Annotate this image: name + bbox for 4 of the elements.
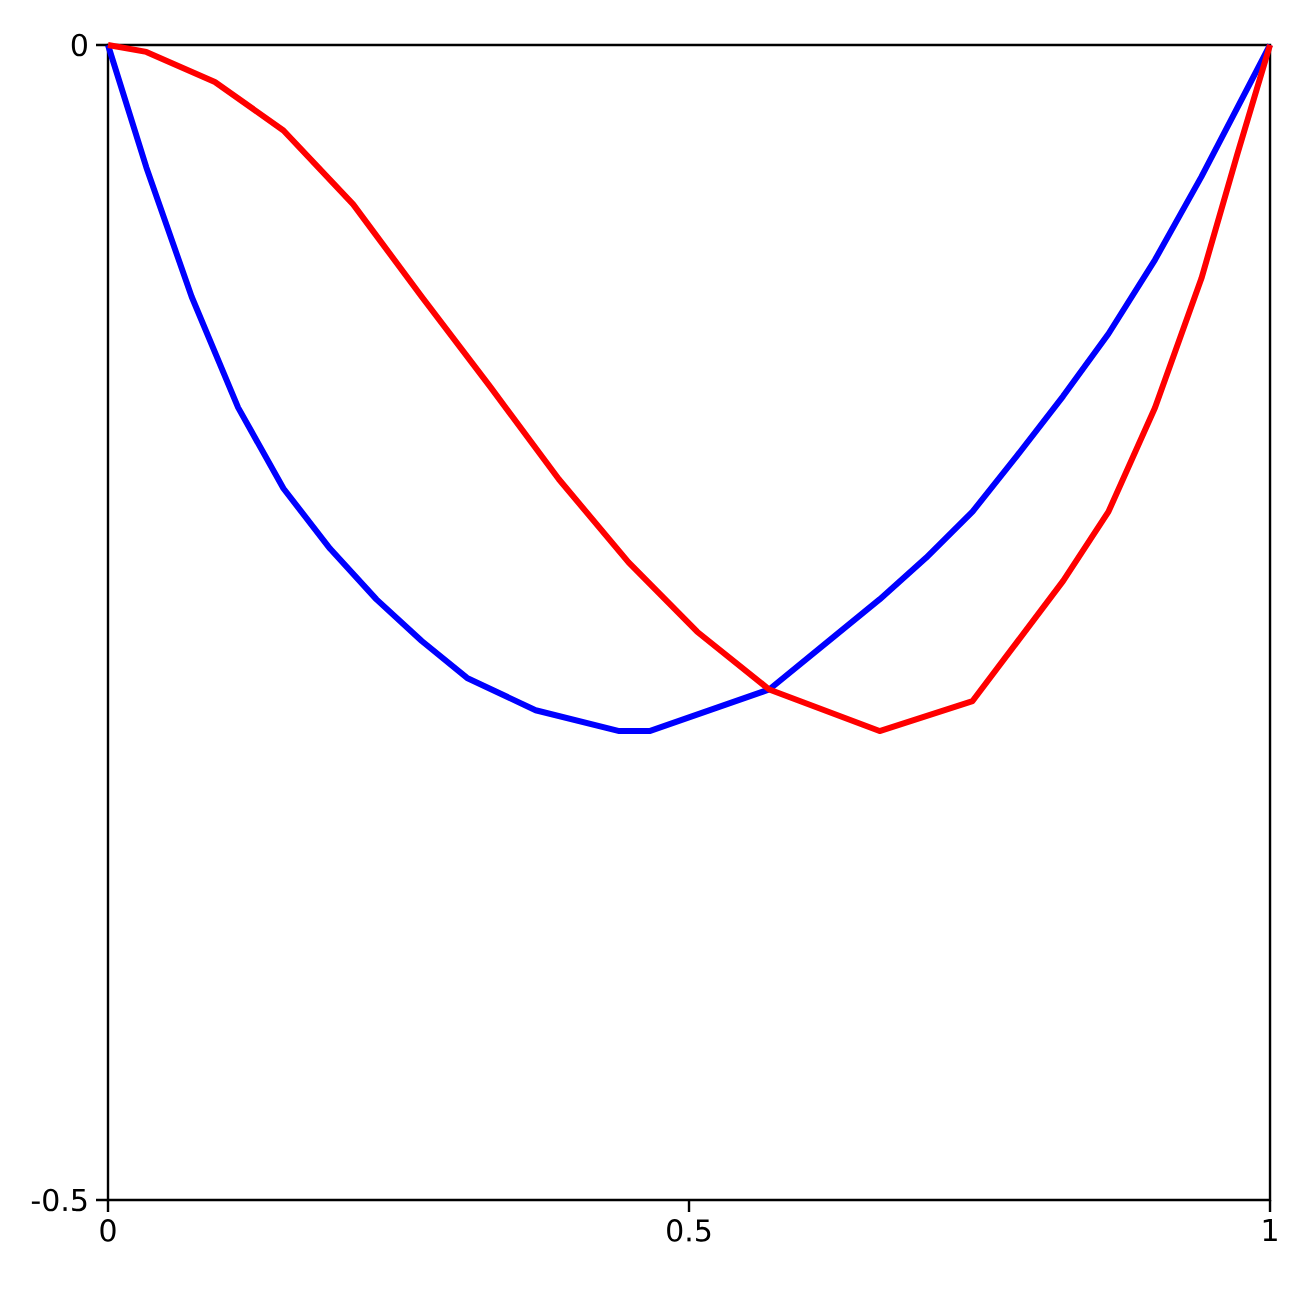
y-tick-label: -0.5 xyxy=(31,1188,87,1212)
x-tick-label: 0.5 xyxy=(667,1219,711,1242)
x-tick-label: 0 xyxy=(100,1219,116,1242)
x-tick-label: 1 xyxy=(1263,1219,1277,1241)
